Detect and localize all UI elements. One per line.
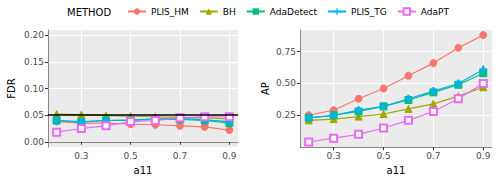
svg-text:AP: AP xyxy=(260,82,271,95)
svg-text:a11: a11 xyxy=(387,165,406,176)
svg-text:0.5: 0.5 xyxy=(376,151,390,161)
svg-text:0.9: 0.9 xyxy=(222,151,237,161)
svg-text:AdaPT: AdaPT xyxy=(421,7,450,17)
svg-text:0.9: 0.9 xyxy=(476,151,491,161)
svg-text:0.7: 0.7 xyxy=(426,151,440,161)
svg-text:0.3: 0.3 xyxy=(74,151,88,161)
svg-text:0.05: 0.05 xyxy=(24,110,44,120)
svg-text:0.50: 0.50 xyxy=(276,78,296,88)
svg-text:PLIS_HM: PLIS_HM xyxy=(151,7,189,17)
svg-text:AdaDetect: AdaDetect xyxy=(270,7,318,17)
svg-text:0.10: 0.10 xyxy=(24,84,44,94)
svg-text:0.20: 0.20 xyxy=(24,30,44,40)
svg-text:0.7: 0.7 xyxy=(173,151,187,161)
svg-text:PLIS_TG: PLIS_TG xyxy=(351,7,387,17)
svg-text:0.5: 0.5 xyxy=(123,151,137,161)
svg-text:0.75: 0.75 xyxy=(276,47,296,57)
svg-text:METHOD: METHOD xyxy=(67,7,111,18)
svg-text:0.00: 0.00 xyxy=(24,137,44,147)
svg-text:0.3: 0.3 xyxy=(326,151,340,161)
svg-text:0.15: 0.15 xyxy=(24,57,44,67)
svg-text:BH: BH xyxy=(223,7,236,17)
svg-text:a11: a11 xyxy=(134,165,153,176)
svg-text:0.25: 0.25 xyxy=(276,110,296,120)
svg-text:FDR: FDR xyxy=(6,78,17,98)
